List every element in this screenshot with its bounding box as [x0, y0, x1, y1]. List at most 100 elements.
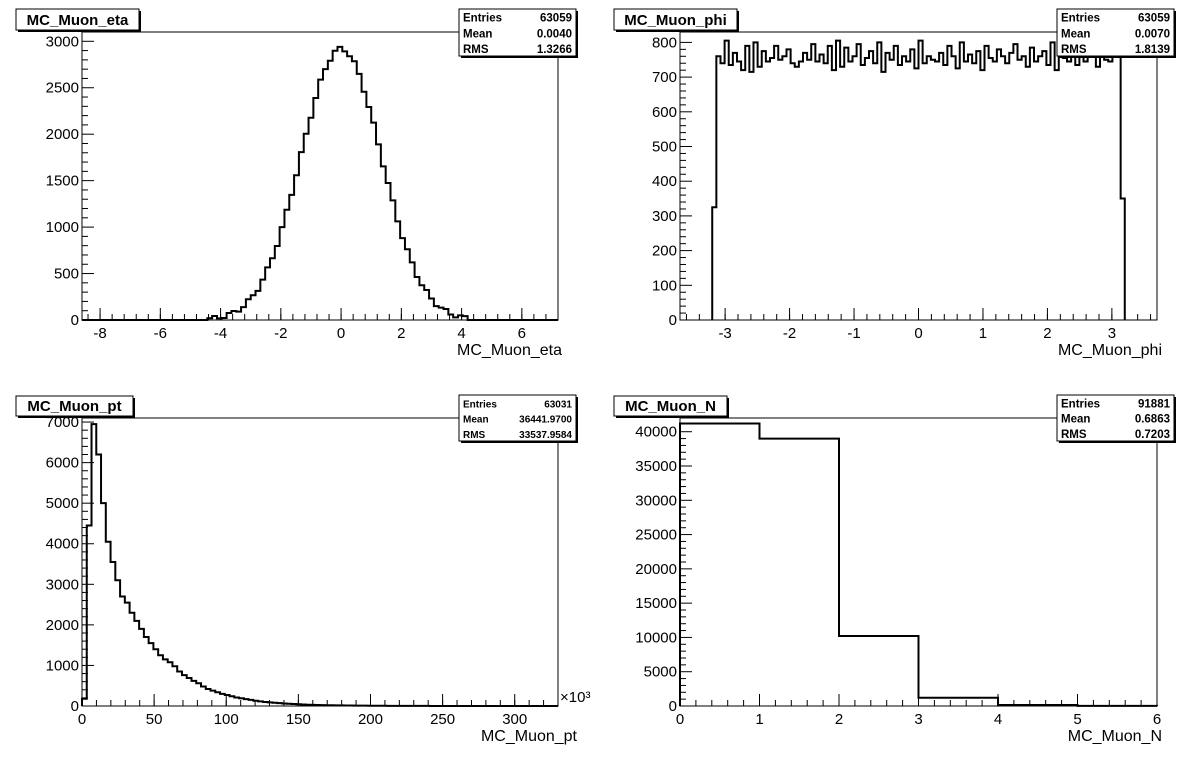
histogram-bin	[1005, 63, 1009, 320]
histogram-bin	[795, 67, 799, 320]
x-axis-exponent: ×10³	[560, 689, 590, 706]
stats-box	[1056, 8, 1175, 57]
histogram-bin	[760, 439, 840, 706]
x-axis-title: MC_Muon_eta	[457, 342, 562, 359]
histogram-bin	[960, 42, 964, 320]
histogram-bin	[405, 249, 410, 320]
histogram-bin	[371, 123, 376, 320]
histogram-bin	[120, 596, 125, 706]
histogram-line	[81, 423, 558, 707]
histogram-bin	[1042, 51, 1046, 320]
histogram-bin	[357, 74, 362, 320]
histogram-bin	[976, 51, 980, 320]
x-tick-label: 1	[755, 711, 763, 728]
y-tick-label: 3000	[46, 33, 79, 50]
histogram-bin	[234, 697, 239, 706]
y-tick-label: 700	[652, 69, 677, 86]
stats-box	[458, 8, 577, 57]
histogram-bin	[869, 51, 873, 320]
histogram-bin	[220, 694, 225, 706]
histogram-bin	[786, 49, 790, 320]
y-tick-label: 500	[54, 266, 79, 283]
histogram-bin	[333, 51, 338, 320]
histogram-bin	[811, 44, 815, 320]
histogram-bin	[980, 70, 984, 320]
histogram-bin	[720, 63, 724, 320]
histogram-bin	[952, 56, 956, 320]
histogram-bin	[448, 315, 453, 320]
histogram-bin	[306, 705, 311, 706]
histogram-bin	[1026, 67, 1030, 320]
histogram-bin	[985, 46, 989, 320]
histogram-bin	[172, 666, 177, 706]
histogram-bin	[304, 134, 309, 320]
histogram-bin	[212, 316, 217, 320]
histogram-bin	[1092, 46, 1096, 320]
histogram-bin	[215, 692, 220, 706]
histogram-bin	[881, 72, 885, 320]
histogram-bin	[318, 80, 323, 320]
y-tick-label: 4000	[46, 536, 79, 553]
histogram-bin	[782, 56, 786, 320]
y-tick-label: 10000	[635, 629, 677, 646]
histogram-bin	[1022, 56, 1026, 320]
y-tick-label: 25000	[635, 527, 677, 544]
histogram-bin	[92, 424, 97, 706]
histogram-bin	[931, 60, 935, 320]
histogram-bin	[749, 72, 753, 320]
histogram-bin	[997, 49, 1001, 320]
histogram-bin	[828, 46, 832, 320]
y-tick-label: 15000	[635, 595, 677, 612]
histogram-bin	[328, 61, 333, 320]
stats-value: 33537.9584	[519, 430, 572, 441]
x-axis-title: MC_Muon_phi	[1058, 342, 1162, 359]
stats-value: 1.3266	[537, 44, 572, 56]
histogram-bin	[325, 705, 330, 706]
histogram-bin	[824, 63, 828, 320]
histogram-bin	[253, 701, 258, 706]
x-tick-label: 6	[1153, 711, 1161, 728]
histogram-bin	[1063, 58, 1067, 320]
stats-value: 0.0040	[537, 28, 572, 40]
histogram-title: MC_Muon_phi	[624, 12, 727, 29]
y-tick-label: 0	[669, 698, 677, 715]
histogram-bin	[737, 61, 741, 320]
histogram-line	[711, 39, 1126, 320]
x-tick-label: 0	[337, 325, 345, 342]
stats-box	[458, 394, 577, 442]
histogram-bin	[313, 98, 318, 320]
y-tick-label: 0	[669, 312, 677, 329]
histogram-bin	[919, 698, 999, 706]
x-tick-label: -1	[847, 325, 860, 342]
histogram-bin	[799, 61, 803, 320]
histogram-bin	[182, 675, 187, 706]
histogram-bin	[1059, 46, 1063, 320]
x-axis-title: MC_Muon_N	[1068, 728, 1162, 745]
histogram-bin	[1046, 65, 1050, 320]
stats-label: RMS	[463, 430, 486, 441]
histogram-bin	[115, 580, 120, 706]
histogram-bin	[111, 562, 116, 706]
x-tick-label: -4	[214, 325, 227, 342]
histogram-bin	[236, 312, 241, 320]
histogram-bin	[272, 703, 277, 706]
histogram-bin	[778, 60, 782, 320]
histogram-bin	[342, 51, 347, 320]
histogram-bin	[352, 61, 357, 320]
histogram-bin	[1055, 70, 1059, 320]
histogram-bin	[1088, 56, 1092, 320]
histogram-bin	[865, 58, 869, 320]
histogram-bin	[989, 58, 993, 320]
histogram-bin	[415, 277, 420, 320]
histogram-bin	[770, 58, 774, 320]
x-tick-label: 5	[1073, 711, 1081, 728]
histogram-bin	[282, 703, 287, 706]
histogram-bin	[1108, 61, 1112, 320]
y-tick-label: 5000	[644, 664, 677, 681]
histogram-bin	[919, 41, 923, 320]
histogram-bin	[191, 681, 196, 706]
histogram-bin	[309, 118, 314, 320]
x-tick-label: 50	[146, 711, 163, 728]
title-box	[15, 8, 140, 31]
histogram-bin	[453, 317, 458, 320]
